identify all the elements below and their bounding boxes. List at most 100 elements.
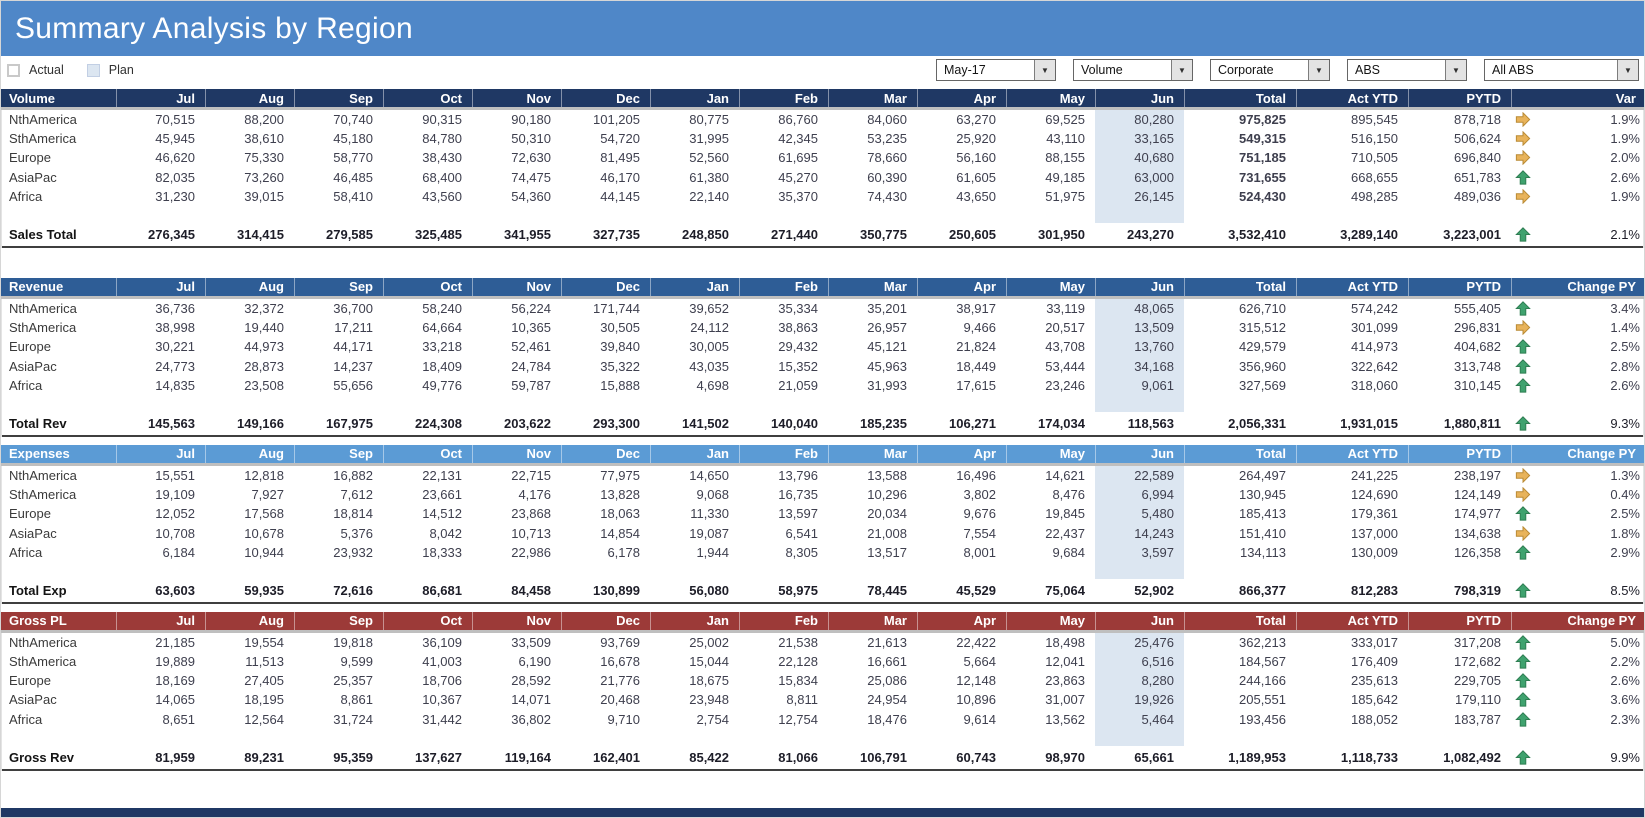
month-value: 22,986 xyxy=(511,544,551,560)
pytd-value: 134,638 xyxy=(1454,525,1501,541)
subcategory-dropdown[interactable]: All ABS ▼ xyxy=(1484,59,1639,81)
month-value: 81,066 xyxy=(778,749,818,765)
month-value: 7,927 xyxy=(251,487,284,503)
month-value: 271,440 xyxy=(771,226,818,242)
month-value: 12,148 xyxy=(956,673,996,689)
month-value: 13,562 xyxy=(1045,711,1085,727)
month-value: 35,322 xyxy=(600,358,640,374)
month-value: 78,660 xyxy=(867,150,907,166)
month-value: 58,770 xyxy=(333,150,373,166)
spacer-row xyxy=(1,561,1644,579)
trend-cell xyxy=(1511,223,1537,246)
column-header-var: Change PY xyxy=(1511,277,1644,296)
month-value: 14,243 xyxy=(1095,523,1184,543)
legend-actual-checkbox[interactable] xyxy=(7,63,20,77)
column-header-month: Oct xyxy=(383,89,472,107)
month-value: 35,334 xyxy=(778,301,818,317)
month-value: 49,185 xyxy=(1045,169,1085,185)
dropdown-value: Corporate xyxy=(1218,63,1274,77)
month-value: 18,169 xyxy=(155,673,195,689)
column-header-month: Jan xyxy=(650,89,739,107)
month-value: 86,760 xyxy=(778,112,818,128)
month-value: 23,508 xyxy=(244,377,284,393)
pytd-value: 798,319 xyxy=(1454,582,1501,598)
act-ytd-value: 668,655 xyxy=(1351,169,1398,185)
trend-up-icon xyxy=(1515,749,1531,765)
chevron-down-icon[interactable]: ▼ xyxy=(1617,60,1638,80)
period-dropdown[interactable]: May-17 ▼ xyxy=(936,59,1056,81)
month-value: 95,359 xyxy=(333,749,373,765)
month-value: 45,945 xyxy=(155,131,195,147)
table-volume: Volume Jul Aug Sep Oct Nov Dec Jan Feb Mar Apr May J… xyxy=(1,89,1644,248)
category-dropdown[interactable]: ABS ▼ xyxy=(1347,59,1467,81)
month-value: 43,650 xyxy=(956,188,996,204)
trend-cell xyxy=(1511,633,1537,652)
column-header-month: Sep xyxy=(294,611,383,630)
month-value: 6,994 xyxy=(1095,485,1184,505)
column-header-month: Dec xyxy=(561,89,650,107)
month-value: 98,970 xyxy=(1045,749,1085,765)
month-value: 8,811 xyxy=(786,692,818,708)
legend-plan-swatch[interactable] xyxy=(86,63,100,77)
column-header-month: May xyxy=(1006,277,1095,296)
column-header-pytd: PYTD xyxy=(1408,444,1511,463)
month-value: 38,610 xyxy=(244,131,284,147)
column-header-month: May xyxy=(1006,444,1095,463)
month-value: 38,998 xyxy=(155,320,195,336)
chevron-down-icon[interactable]: ▼ xyxy=(1445,60,1466,80)
pytd-value: 651,783 xyxy=(1454,169,1501,185)
table-title: Gross PL xyxy=(9,613,67,629)
month-value: 70,740 xyxy=(333,112,373,128)
row-label: NthAmerica xyxy=(9,112,77,128)
entity-dropdown[interactable]: Corporate ▼ xyxy=(1210,59,1330,81)
act-ytd-value: 176,409 xyxy=(1351,654,1398,670)
total-value: 327,569 xyxy=(1239,377,1286,393)
var-value: 3.4% xyxy=(1610,301,1640,317)
month-value: 7,554 xyxy=(963,525,996,541)
column-header-month: Jun xyxy=(1095,277,1184,296)
table-row: SthAmerica 38,998 19,440 17,211 64,664 10,365… xyxy=(1,318,1644,338)
act-ytd-value: 137,000 xyxy=(1351,525,1398,541)
total-value: 184,567 xyxy=(1239,654,1286,670)
trend-cell xyxy=(1511,523,1537,542)
month-value: 25,357 xyxy=(333,673,373,689)
month-value: 80,280 xyxy=(1095,110,1184,130)
month-value: 19,554 xyxy=(244,634,284,650)
measure-dropdown[interactable]: Volume ▼ xyxy=(1073,59,1193,81)
trend-up-icon xyxy=(1515,673,1531,688)
chevron-down-icon[interactable]: ▼ xyxy=(1171,60,1192,80)
trend-cell xyxy=(1511,543,1537,562)
table-row: NthAmerica 70,515 88,200 70,740 90,315 90,180… xyxy=(1,110,1644,130)
month-value: 2,754 xyxy=(696,711,729,727)
month-value: 8,280 xyxy=(1095,671,1184,691)
chevron-down-icon[interactable]: ▼ xyxy=(1034,60,1055,80)
month-value: 3,802 xyxy=(963,487,996,503)
row-label: Africa xyxy=(9,544,43,560)
column-header-month: Aug xyxy=(205,444,294,463)
month-value: 36,109 xyxy=(422,634,462,650)
month-value: 14,512 xyxy=(422,506,462,522)
total-value: 315,512 xyxy=(1239,320,1286,336)
month-value: 8,305 xyxy=(785,544,818,560)
table-row: NthAmerica 21,185 19,554 19,818 36,109 33,509… xyxy=(1,632,1644,652)
trend-up-icon xyxy=(1515,358,1531,374)
month-value: 31,442 xyxy=(422,711,462,727)
column-header-month: Nov xyxy=(472,277,561,296)
act-ytd-value: 516,150 xyxy=(1351,131,1398,147)
column-header-month: Dec xyxy=(561,444,650,463)
month-value: 171,744 xyxy=(593,301,640,317)
month-value: 29,432 xyxy=(778,339,818,355)
month-value: 63,000 xyxy=(1095,167,1184,187)
table-row: Africa 31,230 39,015 58,410 43,560 54,360 44,1… xyxy=(1,186,1644,206)
column-header-month: Mar xyxy=(828,611,917,630)
chevron-down-icon[interactable]: ▼ xyxy=(1308,60,1329,80)
month-value: 19,889 xyxy=(155,654,195,670)
month-value: 51,975 xyxy=(1045,188,1085,204)
month-value: 60,743 xyxy=(956,749,996,765)
month-value: 106,791 xyxy=(860,749,907,765)
row-label: Africa xyxy=(9,188,43,204)
month-value: 8,042 xyxy=(429,525,462,541)
month-value: 31,724 xyxy=(333,711,373,727)
month-value: 10,367 xyxy=(422,692,462,708)
column-header-month: Apr xyxy=(917,277,1006,296)
